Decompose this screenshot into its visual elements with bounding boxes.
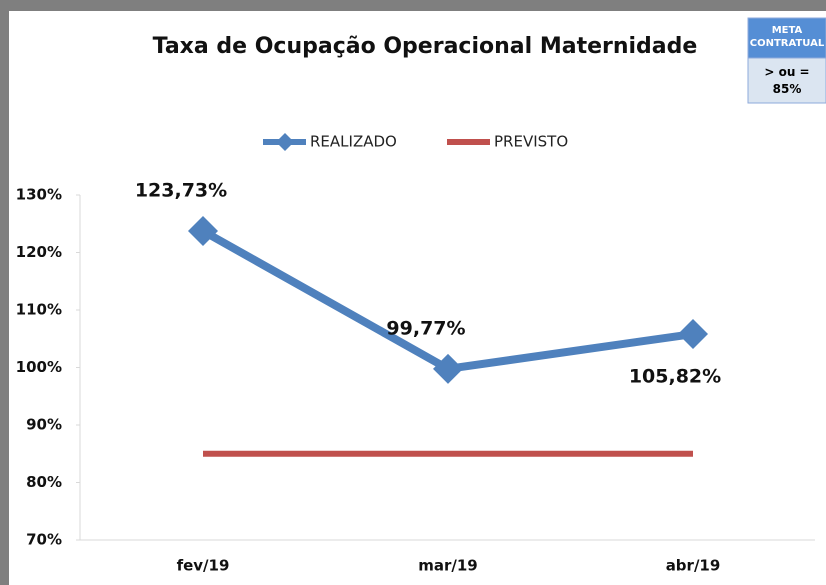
y-tick-label: 80% [26,473,62,491]
x-tick-label: mar/19 [418,557,478,575]
legend-label: REALIZADO [310,133,397,151]
meta-header [747,17,826,59]
y-tick-label: 100% [16,358,62,376]
data-label: 123,73% [135,180,227,202]
y-tick-label: 90% [26,416,62,434]
data-point [678,319,708,350]
data-label: 105,82% [629,366,721,388]
y-tick-label: 130% [16,186,62,204]
y-tick-label: 120% [16,243,62,261]
data-label: 99,77% [386,317,465,339]
meta-body [747,57,826,104]
meta-title-box: META CONTRATUAL [749,25,825,49]
y-tick-label: 70% [26,531,62,549]
data-point [188,216,218,247]
chart-background [9,11,826,585]
data-point [433,353,463,384]
x-tick-label: abr/19 [666,557,721,575]
chart-title: Taxa de Ocupação Operacional Maternidade [153,34,698,59]
meta-title: META CONTRATUAL [749,25,825,49]
legend-marker [276,133,294,151]
meta-text-box: > ou = 85% [764,65,810,96]
y-tick-label: 110% [16,301,62,319]
meta-text: > ou = 85% [764,65,810,96]
legend-label: PREVISTO [494,133,568,151]
x-tick-label: fev/19 [177,557,230,575]
